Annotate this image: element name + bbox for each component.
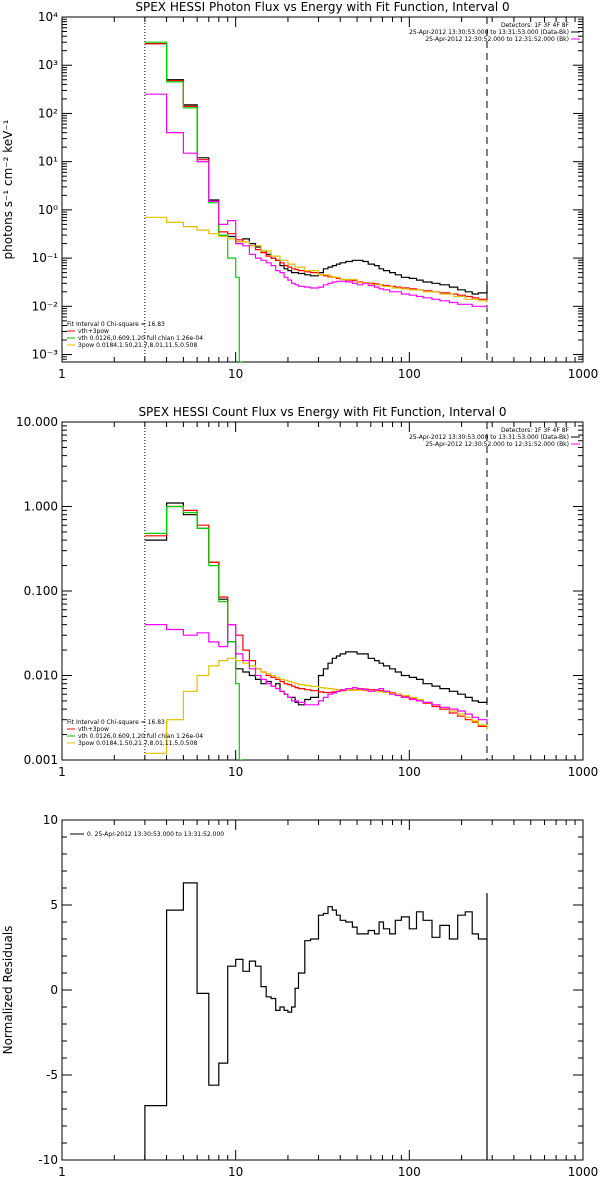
plot-frame — [61, 421, 584, 761]
series-line-2 — [144, 43, 488, 301]
fit-legend-entry: 3pow 0.0184,1.50,21.7,8.01,11.5,0.508 — [78, 740, 197, 747]
legend-text: 25-Apr-2012 12:30:52.000 to 12:31:52.000… — [425, 441, 569, 448]
y-tick-label: 10² — [38, 106, 58, 120]
y-tick-label: 0 — [50, 983, 58, 997]
fit-legend-header: Fit Interval 0 Chi-square = 16.83 — [67, 321, 165, 328]
fit-legend-entry: vth+3pow — [78, 328, 109, 335]
plot-frame — [61, 16, 584, 363]
y-tick-label: 5 — [50, 898, 58, 912]
fit-legend-header: Fit Interval 0 Chi-square = 16.83 — [67, 719, 165, 726]
series-line-1 — [144, 502, 488, 706]
x-tick-label: 1000 — [568, 765, 599, 779]
legend-text: Detectors: 1F 3F 4F 8F — [501, 22, 570, 29]
y-axis-label: photons s⁻¹ cm⁻² keV⁻¹ — [1, 119, 15, 259]
y-tick-label: -5 — [46, 1068, 58, 1082]
fit-legend-entry: vth 0.0126,0.609,1.20 full chian 1.26e-0… — [78, 335, 203, 342]
x-tick-label: 100 — [398, 1165, 421, 1179]
fit-legend-entry: vth+3pow — [78, 726, 109, 733]
y-tick-label: 10⁻² — [32, 299, 59, 313]
x-tick-label: 100 — [398, 367, 421, 381]
x-tick-label: 10 — [228, 367, 243, 381]
chart-title: SPEX HESSI Photon Flux vs Energy with Fi… — [135, 0, 509, 14]
y-tick-label: 10⁻³ — [32, 348, 59, 362]
legend-text: 25-Apr-2012 12:30:52.000 to 12:31:52.000… — [425, 36, 569, 43]
legend-text: 0. 25-Apr-2012 13:30:53.000 to 13:31:52.… — [87, 831, 224, 838]
legend-text: 25-Apr-2012 13:30:53.000 to 13:31:53.000… — [409, 434, 569, 441]
fit-legend-entry: 3pow 0.0184,1.50,21.7,8.01,11.5,0.508 — [78, 342, 197, 349]
x-tick-label: 10 — [228, 1165, 243, 1179]
series-line-2 — [144, 505, 488, 730]
plot-frame — [61, 819, 584, 1161]
y-tick-label: 10¹ — [38, 155, 58, 169]
y-tick-label: 10.000 — [16, 415, 58, 429]
chart-panel-3: Normalized Residuals 1 10 100 1000 -10 -5 0 5 10 0… — [1, 813, 598, 1179]
x-tick-label: 1 — [58, 1165, 66, 1179]
series-line-5 — [144, 93, 488, 309]
y-tick-label: -10 — [38, 1153, 58, 1167]
y-tick-label: 10 — [43, 813, 58, 827]
x-tick-label: 1 — [58, 765, 66, 779]
chart-title: SPEX HESSI Count Flux vs Energy with Fit… — [138, 405, 506, 419]
y-tick-label: 0.010 — [24, 669, 58, 683]
series-line-1 — [144, 882, 488, 1160]
fit-legend-entry: vth 0.0126,0.609,1.20 full chian 1.26e-0… — [78, 733, 203, 740]
y-tick-label: 10³ — [38, 58, 58, 72]
y-tick-label: 0.001 — [24, 753, 58, 767]
x-tick-label: 1000 — [568, 367, 599, 381]
series-line-5 — [144, 624, 488, 723]
x-tick-label: 10 — [228, 765, 243, 779]
x-tick-label: 1000 — [568, 1165, 599, 1179]
y-axis-label: Normalized Residuals — [1, 926, 15, 1055]
y-tick-label: 10⁴ — [38, 10, 58, 24]
series-line-4 — [144, 657, 488, 754]
legend-text: Detectors: 1F 3F 4F 8F — [501, 427, 570, 434]
legend-text: 25-Apr-2012 13:30:53.000 to 13:31:53.000… — [409, 29, 569, 36]
y-tick-label: 1.000 — [24, 500, 58, 514]
y-tick-label: 0.100 — [24, 584, 58, 598]
x-tick-label: 1 — [58, 367, 66, 381]
chart-panel-2: SPEX HESSI Count Flux vs Energy with Fit… — [16, 405, 598, 779]
series-line-4 — [144, 216, 488, 303]
y-tick-label: 10⁻¹ — [32, 251, 59, 265]
series-line-1 — [144, 43, 488, 295]
series-line-3 — [144, 41, 243, 362]
chart-panel-1: SPEX HESSI Photon Flux vs Energy with Fi… — [1, 0, 598, 381]
x-tick-label: 100 — [398, 765, 421, 779]
y-tick-label: 10⁰ — [38, 203, 58, 217]
